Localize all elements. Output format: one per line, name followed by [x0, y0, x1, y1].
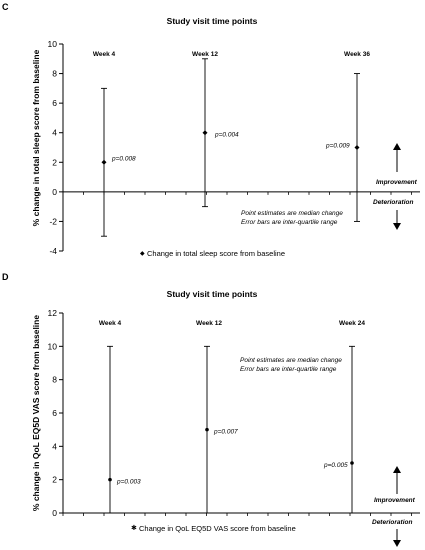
y-tick-label: 2 — [52, 157, 57, 167]
week-label: Week 4 — [93, 51, 116, 58]
y-tick-label: 0 — [52, 187, 57, 197]
y-tick-label: 10 — [48, 341, 58, 351]
note-line-1: Point estimates are median change — [241, 210, 343, 217]
p-value-label: p=0.008 — [111, 155, 136, 162]
y-tick-label: 4 — [52, 441, 57, 451]
y-tick-label: 8 — [52, 69, 57, 79]
note-line-2: Error bars are inter-quartile range — [240, 366, 337, 373]
week-label: Week 24 — [339, 320, 365, 327]
week-label: Week 12 — [192, 51, 218, 58]
median-point — [205, 427, 209, 432]
y-axis-label: % change in total sleep score from basel… — [31, 49, 41, 226]
y-tick-label: -2 — [49, 216, 57, 226]
legend-label: Change in QoL EQ5D VAS score from baseli… — [139, 524, 296, 533]
y-ticks: -4 -2 0 2 4 6 8 10 — [48, 39, 63, 256]
median-point — [108, 477, 112, 482]
note-line-1: Point estimates are median change — [240, 357, 342, 364]
p-value-label: p=0.009 — [325, 143, 350, 150]
y-axis-label: % change in QoL EQ5D VAS score from base… — [31, 315, 41, 511]
deterioration-arrow-icon — [393, 529, 401, 547]
deterioration-label: Deterioration — [373, 199, 413, 206]
y-tick-label: 6 — [52, 408, 57, 418]
y-tick-label: 4 — [52, 128, 57, 138]
median-point — [202, 130, 208, 136]
median-point — [350, 461, 354, 465]
chart-panel-d: D Study visit time points % change in Qo… — [2, 272, 420, 547]
median-point — [101, 159, 107, 165]
y-tick-label: 8 — [52, 375, 57, 385]
chart-title: Study visit time points — [167, 289, 258, 299]
improvement-arrow-icon — [393, 143, 401, 172]
legend-label: Change in total sleep score from baselin… — [147, 249, 285, 258]
median-point — [354, 145, 360, 150]
data-points: Week 4 p=0.003 Week 12 p=0.007 Week 24 p=0.00… — [99, 320, 365, 514]
deterioration-label: Deterioration — [372, 519, 412, 526]
week-label: Week 4 — [99, 320, 122, 327]
y-tick-label: 12 — [48, 308, 58, 318]
y-tick-label: 6 — [52, 98, 57, 108]
p-value-label: p=0.003 — [116, 479, 141, 486]
panel-letter-d: D — [2, 272, 9, 282]
note-line-2: Error bars are inter-quartile range — [241, 219, 338, 226]
panel-letter-c: C — [2, 2, 9, 12]
chart-title: Study visit time points — [167, 16, 258, 26]
y-tick-label: -4 — [49, 246, 57, 256]
improvement-arrow-icon — [393, 466, 401, 494]
deterioration-arrow-icon — [393, 210, 401, 230]
week-label: Week 36 — [344, 51, 370, 58]
p-value-label: p=0.004 — [214, 132, 239, 139]
y-tick-label: 0 — [52, 508, 57, 518]
legend-marker-icon: ✱ — [131, 524, 137, 532]
y-ticks: 0 2 4 6 8 10 12 — [48, 308, 63, 518]
p-value-label: p=0.005 — [323, 462, 348, 469]
plot-area — [62, 313, 420, 516]
improvement-label: Improvement — [376, 179, 418, 186]
week-label: Week 12 — [196, 320, 222, 327]
improvement-label: Improvement — [374, 497, 416, 504]
legend-marker-icon: ◆ — [140, 250, 145, 257]
p-value-label: p=0.007 — [213, 429, 238, 436]
chart-panel-c: C Study visit time points % change in to… — [2, 2, 420, 258]
y-tick-label: 10 — [48, 39, 58, 49]
y-tick-label: 2 — [52, 475, 57, 485]
data-points: Week 4 p=0.008 Week 12 p=0.004 Week 36 p=0.00… — [93, 51, 370, 237]
